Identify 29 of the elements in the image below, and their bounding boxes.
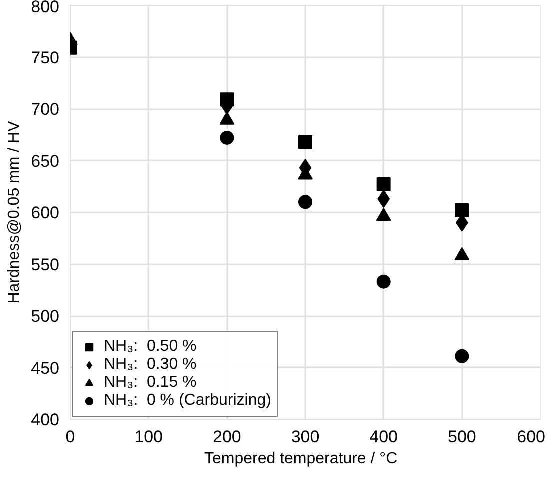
x-tick-label: 100 bbox=[134, 428, 164, 446]
legend-label: NH₃: 0 % (Carburizing) bbox=[104, 392, 272, 410]
point bbox=[298, 135, 312, 150]
y-tick-label: 500 bbox=[31, 307, 60, 326]
point bbox=[376, 274, 391, 289]
legend-label: NH₃: 0.50 % bbox=[104, 338, 197, 356]
y-tick-label: 650 bbox=[31, 152, 60, 171]
x-tick-label: 400 bbox=[370, 428, 398, 446]
point bbox=[455, 349, 470, 364]
x-tick-label: 500 bbox=[448, 428, 476, 446]
x-axis-title: Tempered temperature / °C bbox=[204, 450, 398, 468]
point bbox=[455, 203, 470, 218]
x-tick-label: 300 bbox=[291, 428, 320, 446]
legend-label: NH₃: 0.15 % bbox=[104, 374, 197, 392]
x-tick-label: 600 bbox=[517, 428, 546, 446]
legend-label: NH₃: 0.30 % bbox=[104, 356, 197, 374]
y-tick-label: 750 bbox=[31, 48, 60, 68]
x-tick-label: 200 bbox=[212, 428, 242, 446]
point bbox=[376, 178, 391, 192]
y-tick-label: 400 bbox=[31, 410, 60, 430]
y-tick-label: 800 bbox=[31, 0, 60, 16]
y-tick-label: 700 bbox=[31, 100, 60, 119]
y-tick-label: 450 bbox=[31, 358, 60, 378]
y-tick-label: 600 bbox=[31, 204, 60, 222]
point bbox=[298, 195, 312, 210]
point bbox=[220, 130, 234, 145]
y-axis-title: Hardness@0.05 mm / HV bbox=[6, 120, 24, 304]
x-tick-label: 0 bbox=[66, 428, 76, 446]
y-tick-label: 550 bbox=[31, 255, 60, 274]
